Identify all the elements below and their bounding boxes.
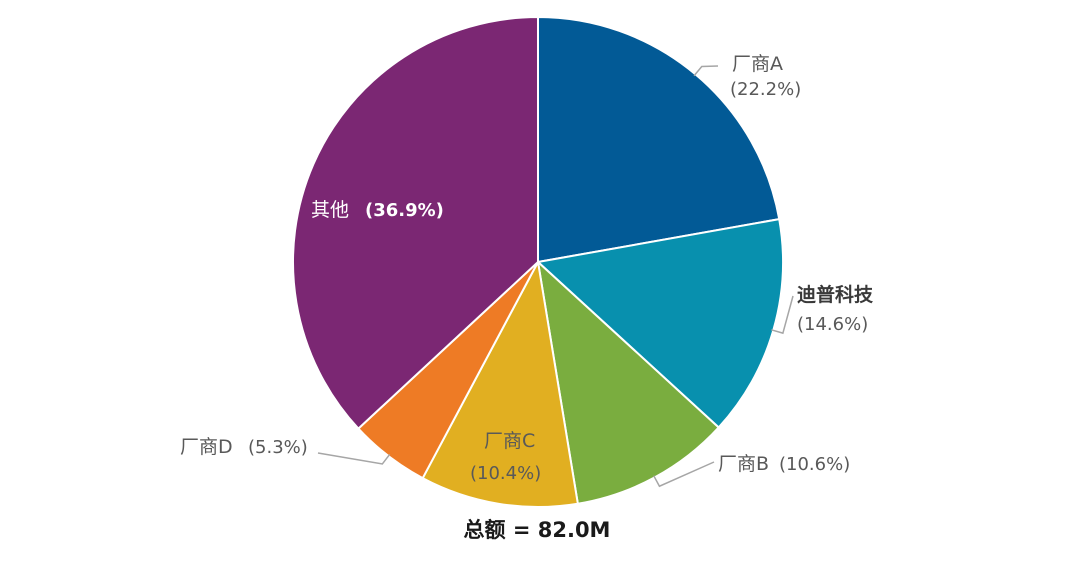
- slice-label-dptech: 迪普科技: [797, 283, 874, 306]
- leader-line-vendor-a: [693, 65, 719, 77]
- pie-slice-others: [292, 15, 539, 431]
- leader-line-vendor-b: [653, 461, 715, 488]
- slice-label-vendor-b: 厂商B: [718, 453, 769, 475]
- slice-percent-others: (36.9%): [365, 200, 444, 221]
- slice-percent-vendor-c: (10.4%): [470, 463, 541, 484]
- slice-label-vendor-c: 厂商C: [484, 430, 535, 452]
- slice-label-others: 其他: [311, 199, 349, 221]
- pie-slice-vendor-c: [421, 258, 579, 508]
- slice-percent-vendor-a: (22.2%): [730, 79, 801, 100]
- leader-lines: [317, 65, 794, 488]
- total-label: 总额 = 82.0M: [464, 518, 611, 542]
- slice-percent-vendor-b: (10.6%): [779, 454, 850, 475]
- slice-percent-dptech: (14.6%): [797, 314, 868, 335]
- slice-label-vendor-a: 厂商A: [732, 53, 783, 75]
- leader-line-vendor-d: [317, 452, 391, 465]
- pie-slices: [292, 15, 784, 508]
- leader-line-dptech: [771, 295, 794, 335]
- slice-label-vendor-d: 厂商D: [180, 436, 233, 458]
- slice-percent-vendor-d: (5.3%): [248, 437, 308, 458]
